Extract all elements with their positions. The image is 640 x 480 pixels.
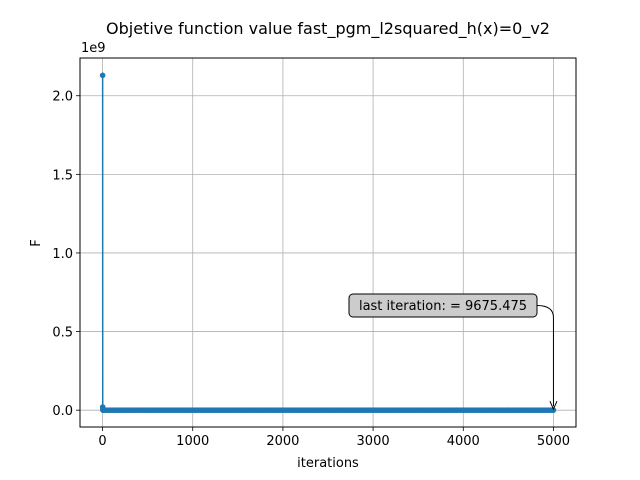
y-tick-label: 0.0 (52, 404, 73, 419)
annotation-box (348, 293, 538, 318)
y-tick-label: 0.5 (52, 326, 73, 341)
y-offset-label: 1e9 (81, 41, 106, 56)
y-tick-label: 2.0 (52, 90, 73, 105)
y-tick-label: 1.5 (52, 168, 73, 183)
data-series (99, 72, 557, 413)
x-axis-label: iterations (297, 456, 359, 471)
annotation-text: last iteration: = 9675.475 (359, 299, 527, 314)
y-tick-label: 1.0 (52, 247, 73, 262)
plot-frame (79, 57, 577, 428)
x-tick-label: 2000 (266, 434, 299, 449)
annotation: last iteration: = 9675.475 (348, 293, 558, 411)
annotation-arrowhead (549, 400, 558, 411)
x-tick-label: 4000 (447, 434, 480, 449)
grid (80, 58, 576, 427)
data-point (99, 72, 106, 79)
y-axis-label: F (29, 239, 44, 246)
x-tick-label: 0 (98, 434, 106, 449)
x-tick-label: 1000 (176, 434, 209, 449)
annotation-arrow (536, 305, 554, 407)
x-tick-label: 5000 (537, 434, 570, 449)
axis-ticks: 0 1000 2000 3000 4000 5000 0.0 0.5 1.0 1.5 2.0 (52, 90, 570, 449)
x-tick-label: 3000 (357, 434, 390, 449)
chart-title: Objetive function value fast_pgm_l2squar… (106, 19, 550, 39)
